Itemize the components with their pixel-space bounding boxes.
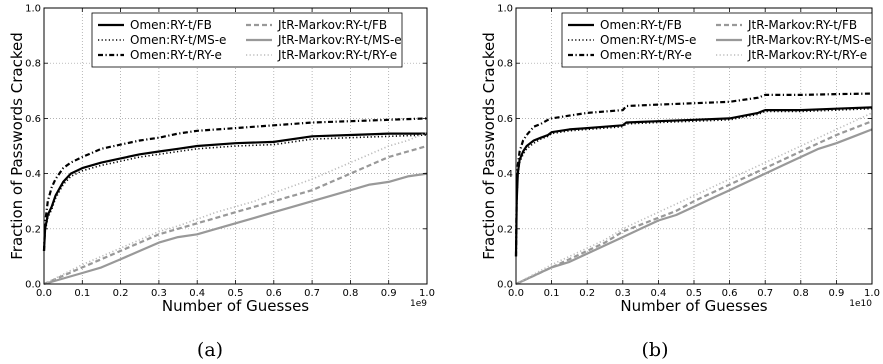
x-tick-label: 0.3: [615, 288, 631, 299]
legend-label: JtR-Markov:RY-t/MS-e: [747, 33, 872, 47]
legend-label: Omen:RY-t/MS-e: [600, 33, 696, 47]
y-tick-label: 1.0: [25, 4, 41, 15]
series-line-2: [515, 107, 873, 257]
x-tick-label: 0.8: [342, 288, 358, 299]
y-tick-label: 0.4: [497, 169, 513, 180]
series-line-1: [42, 132, 427, 251]
y-tick-label: 0.2: [497, 224, 513, 235]
y-tick-label: 0.8: [497, 59, 513, 70]
x-tick-label: 0.0: [36, 288, 52, 299]
x-tick-label: 0.7: [304, 288, 320, 299]
x-tick-label: 0.2: [113, 288, 129, 299]
x-tick-label: 0.9: [828, 288, 844, 299]
y-tick-label: 1.0: [497, 4, 513, 15]
x-offset-text: 1e10: [849, 299, 872, 309]
x-tick-label: 0.4: [650, 288, 666, 299]
y-axis-label: Fraction of Passwords Cracked: [8, 32, 26, 260]
x-tick-label: 0.6: [266, 288, 282, 299]
series-line-5: [515, 128, 873, 285]
legend-label: Omen:RY-t/FB: [600, 18, 682, 32]
x-tick-label: 0.1: [544, 288, 560, 299]
x-tick-label: 0.2: [579, 288, 595, 299]
series-line-1: [514, 106, 873, 257]
legend-label: Omen:RY-t/MS-e: [130, 33, 226, 47]
y-tick-label: 0.2: [25, 224, 41, 235]
y-tick-label: 0.8: [25, 59, 41, 70]
x-axis-label: Number of Guesses: [620, 297, 767, 315]
legend-label: Omen:RY-t/RY-e: [600, 48, 692, 62]
y-tick-label: 0.4: [25, 169, 41, 180]
legend-label: JtR-Markov:RY-t/FB: [277, 18, 387, 32]
x-tick-label: 0.8: [793, 288, 809, 299]
y-tick-label: 0.0: [25, 280, 41, 291]
series-line-4: [515, 120, 873, 285]
series-line-6: [43, 131, 428, 285]
x-tick-label: 0.4: [189, 288, 205, 299]
y-tick-label: 0.6: [25, 114, 41, 125]
x-tick-label: 0.9: [381, 288, 397, 299]
legend: Omen:RY-t/FBOmen:RY-t/MS-eOmen:RY-t/RY-e…: [91, 12, 403, 68]
chart-panel-a: 0.0 0.1 0.2 0.3 0.4 0.5 0.6 0.7 0.8 0.9 1.0 0.0 0.2 0…: [8, 4, 435, 316]
caption-a: (a): [197, 339, 223, 361]
x-tick-label: 0.5: [686, 288, 702, 299]
legend-label: Omen:RY-t/FB: [130, 18, 212, 32]
series-line-4: [43, 144, 428, 286]
x-axis-label: Number of Guesses: [162, 297, 309, 315]
chart-panel-b: 0.0 0.1 0.2 0.3 0.4 0.5 0.6 0.7 0.8 0.9 1.0 0.0 0.2 0…: [480, 4, 880, 316]
legend-label: JtR-Markov:RY-t/RY-e: [747, 48, 867, 62]
series-line-6: [515, 112, 873, 285]
x-tick-label: 0.5: [228, 288, 244, 299]
x-tick-label: 0.6: [722, 288, 738, 299]
x-tick-label: 0.3: [151, 288, 167, 299]
y-axis-label: Fraction of Passwords Cracked: [480, 32, 498, 260]
y-tick-label: 0.0: [497, 280, 513, 291]
legend-label: JtR-Markov:RY-t/FB: [747, 18, 857, 32]
legend-label: Omen:RY-t/RY-e: [130, 48, 222, 62]
series-line-3: [42, 117, 428, 251]
x-tick-label: 1.0: [864, 288, 880, 299]
x-tick-label: 0.1: [74, 288, 90, 299]
series-line-5: [43, 172, 428, 286]
legend-label: JtR-Markov:RY-t/MS-e: [277, 33, 402, 47]
legend: Omen:RY-t/FBOmen:RY-t/MS-eOmen:RY-t/RY-e…: [561, 12, 873, 68]
legend-label: JtR-Markov:RY-t/RY-e: [277, 48, 397, 62]
x-tick-label: 0.7: [757, 288, 773, 299]
x-tick-label: 1.0: [419, 288, 435, 299]
caption-b: (b): [642, 339, 669, 361]
series-line-3: [514, 92, 873, 257]
x-offset-text: 1e9: [410, 299, 427, 309]
x-tick-label: 0.0: [508, 288, 524, 299]
y-tick-label: 0.6: [497, 114, 513, 125]
